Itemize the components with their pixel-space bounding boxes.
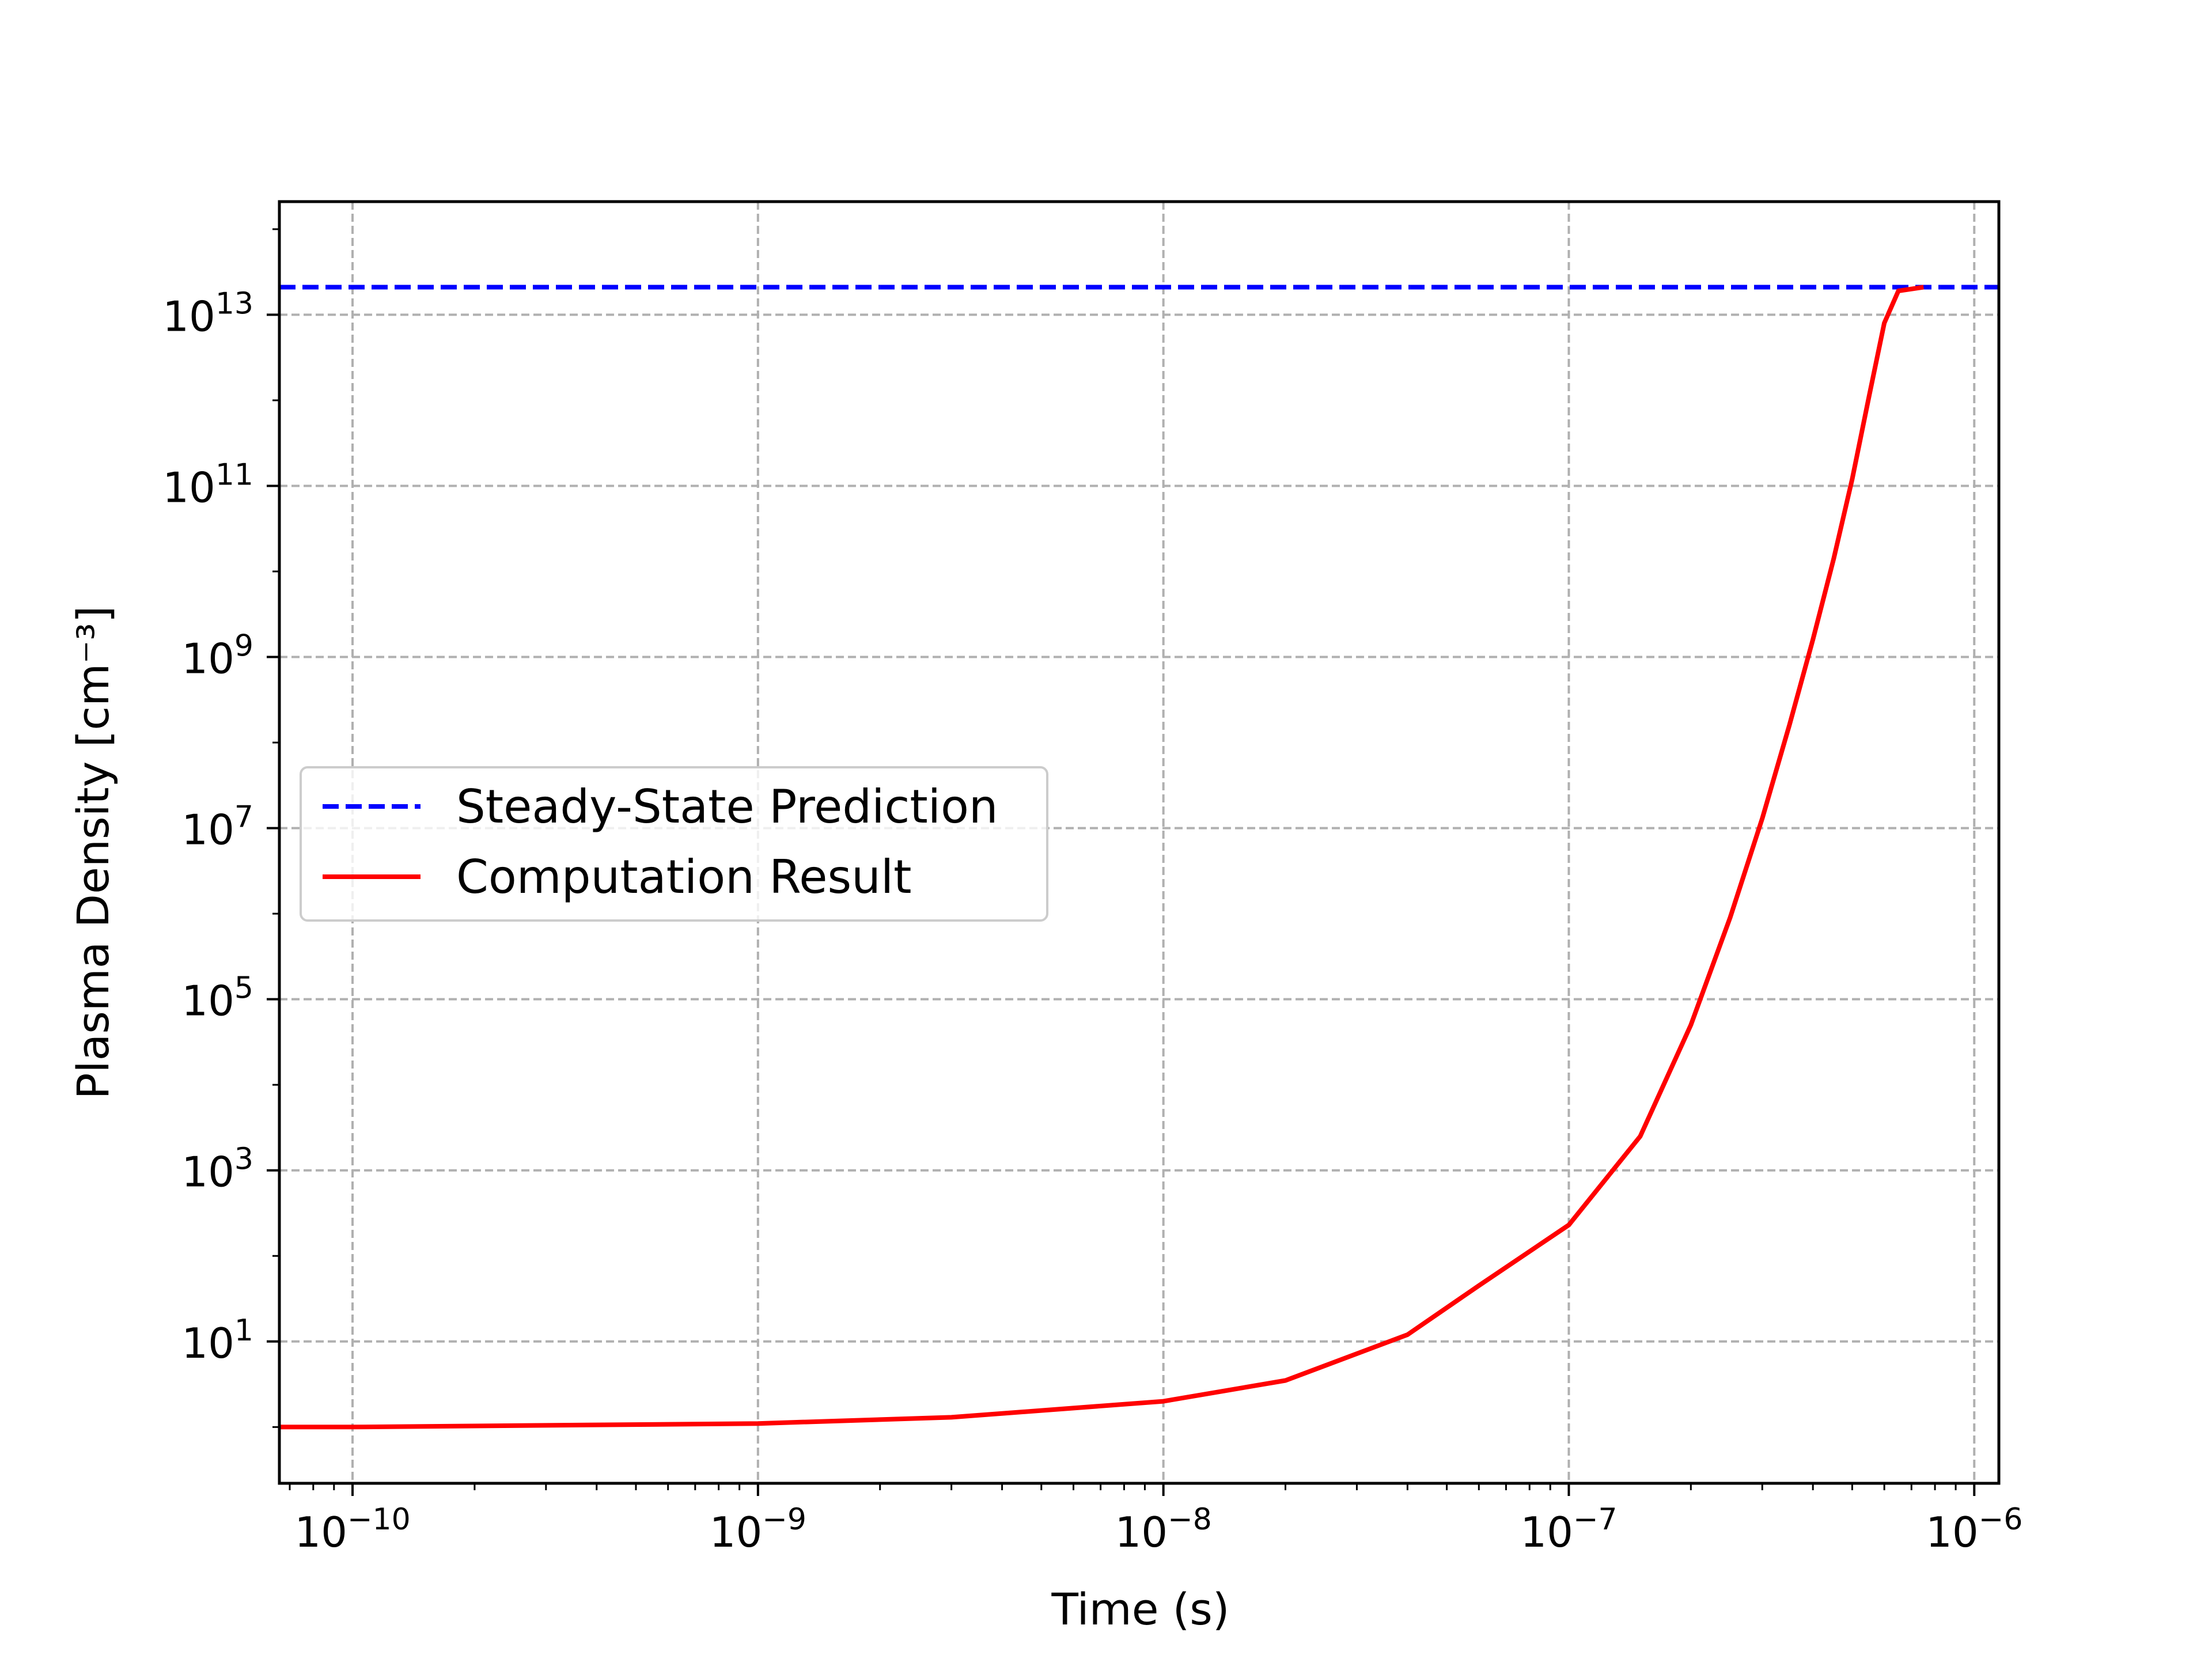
x-tick-labels: 10−10 10−9 10−8 10−7 10−6 (294, 1502, 2022, 1556)
y-tick-label: 107 (181, 800, 253, 854)
y-axis-label: Plasma Density [cm⁻³] (67, 606, 119, 1100)
y-tick-label: 1013 (162, 286, 253, 340)
legend-label-steady-state: Steady-State Prediction (456, 780, 998, 834)
x-tick-label: 10−8 (1115, 1502, 1212, 1556)
y-tick-label: 105 (181, 971, 253, 1025)
x-tick-label: 10−9 (710, 1502, 806, 1556)
y-tick-label: 1011 (162, 457, 253, 512)
y-tick-label: 103 (181, 1142, 253, 1196)
legend: Steady-State Prediction Computation Resu… (300, 766, 1048, 922)
plot-area (279, 285, 1999, 1430)
legend-frame (300, 766, 1048, 922)
y-tick-labels: 101 103 105 107 109 1011 1013 (162, 286, 253, 1367)
legend-label-computation: Computation Result (456, 850, 911, 904)
axes (267, 200, 2001, 1496)
y-tick-label: 101 (181, 1313, 253, 1368)
axes-frame (278, 200, 2001, 1485)
x-tick-label: 10−6 (1926, 1502, 2022, 1556)
x-tick-label: 10−7 (1520, 1502, 1617, 1556)
y-tick-label: 109 (181, 629, 253, 683)
x-axis-label: Time (s) (1051, 1584, 1229, 1635)
grid-lines (279, 202, 1999, 1483)
x-tick-label: 10−10 (294, 1502, 410, 1556)
computation-result-line (279, 285, 1924, 1430)
